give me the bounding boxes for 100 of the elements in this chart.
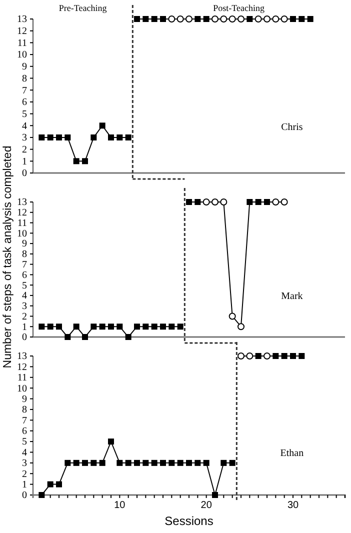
y-tick-label: 8 [22, 249, 27, 260]
y-tick-label: 6 [22, 97, 27, 108]
y-tick-label: 9 [22, 394, 27, 405]
point [168, 460, 175, 466]
point [47, 481, 54, 488]
point [38, 492, 45, 498]
point [47, 134, 54, 140]
x-axis-title: Sessions [164, 514, 214, 528]
point [220, 198, 228, 206]
point [116, 324, 123, 330]
y-tick-label: 1 [22, 480, 27, 491]
point [264, 352, 270, 360]
y-tick-label: 7 [22, 260, 27, 271]
point [212, 16, 218, 22]
point [160, 16, 166, 22]
point [108, 324, 114, 330]
point [160, 324, 166, 330]
point [176, 16, 184, 22]
y-tick-label: 1 [22, 322, 27, 333]
point [202, 198, 210, 206]
y-tick-label: 8 [22, 404, 27, 416]
point [99, 122, 106, 129]
y-tick-label: 12 [17, 26, 27, 38]
point [220, 460, 227, 466]
point [177, 324, 184, 330]
y-tick-label: 13 [17, 351, 27, 362]
point [238, 16, 244, 22]
point [73, 460, 80, 466]
point [99, 324, 106, 330]
point [272, 353, 279, 359]
point [160, 460, 166, 466]
point [90, 324, 97, 330]
point [212, 492, 218, 498]
point [134, 460, 140, 466]
point [168, 324, 175, 330]
point [194, 16, 201, 22]
point [47, 324, 54, 330]
point [255, 199, 262, 205]
point [212, 198, 218, 206]
point [64, 334, 71, 340]
point [82, 460, 88, 466]
y-tick-label: 3 [22, 458, 27, 470]
y-tick-label: 9 [22, 238, 27, 250]
y-tick-label: 11 [17, 218, 27, 229]
point [228, 312, 236, 320]
text: Pre-Teaching [58, 3, 108, 13]
y-tick-label: 7 [22, 85, 27, 96]
point [254, 16, 262, 22]
y-tick-label: 13 [17, 197, 27, 208]
point [38, 324, 45, 330]
y-tick-label: 0 [22, 168, 27, 180]
point [116, 460, 123, 466]
point [246, 16, 253, 22]
point [194, 199, 201, 205]
x-tick-label: 20 [200, 500, 212, 512]
point [142, 460, 149, 466]
point [108, 134, 114, 140]
y-tick-label: 4 [22, 290, 27, 302]
point [186, 460, 192, 466]
point [229, 460, 236, 466]
point [73, 158, 80, 164]
point [186, 199, 192, 205]
point [246, 352, 254, 360]
point [151, 324, 158, 330]
point [108, 438, 114, 445]
point [203, 16, 210, 22]
y-tick-label: 11 [17, 38, 27, 49]
x-tick-label: 30 [287, 500, 299, 512]
point [298, 16, 305, 22]
y-tick-label: 8 [22, 73, 27, 84]
y-tick-label: 0 [22, 332, 27, 344]
point [64, 460, 71, 466]
point [134, 16, 140, 22]
point [38, 134, 45, 140]
point [168, 16, 176, 22]
text: Post-Teaching [213, 3, 266, 13]
point [281, 353, 288, 359]
y-tick-label: 5 [22, 436, 27, 448]
point [56, 481, 62, 488]
point [280, 16, 288, 22]
y-tick-label: 9 [22, 62, 27, 73]
y-tick-label: 12 [17, 362, 27, 373]
text: Chris [281, 122, 303, 133]
point [290, 16, 296, 22]
y-tick-label: 2 [22, 311, 27, 322]
point [246, 199, 253, 205]
y-tick-label: 12 [17, 208, 27, 219]
point [298, 353, 305, 359]
y-tick-label: 6 [22, 270, 27, 281]
point [90, 460, 97, 466]
point [151, 460, 158, 466]
y-tick-label: 4 [22, 120, 27, 132]
point [125, 460, 132, 466]
point [194, 460, 201, 466]
y-tick-label: 10 [17, 50, 27, 61]
y-tick-label: 11 [17, 372, 27, 384]
point [56, 324, 62, 330]
point [73, 324, 80, 330]
text: Mark [281, 291, 303, 302]
x-tick-label: 10 [114, 500, 126, 512]
